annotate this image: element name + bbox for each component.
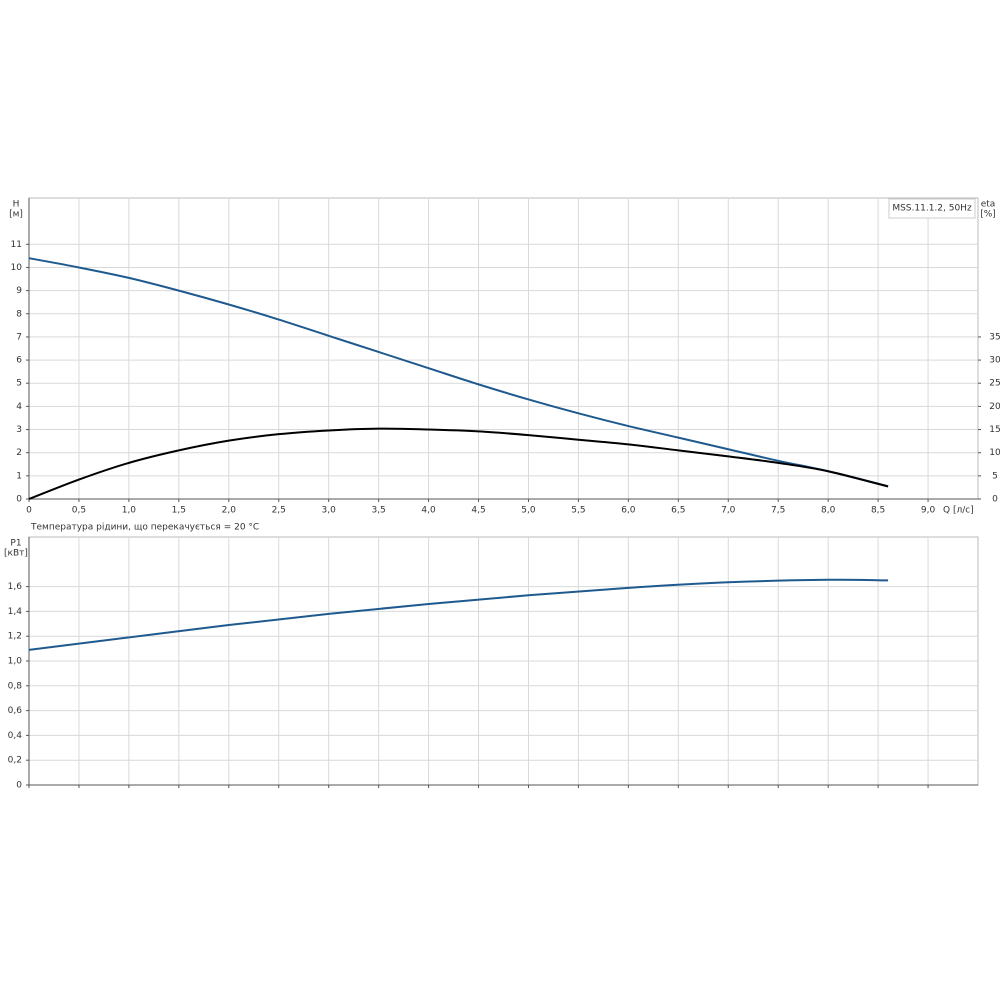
x-tick-label: 7,0 <box>721 506 736 516</box>
x-tick-label: 1,0 <box>122 506 137 516</box>
x-tick-label: 1,5 <box>172 506 186 516</box>
y-tick-label: 2 <box>16 448 22 458</box>
y-tick-label: 1,0 <box>8 657 23 667</box>
y-tick-label: 6 <box>16 356 22 366</box>
y-tick-label: 0,8 <box>8 681 23 691</box>
y2-tick-label: 20 <box>989 402 1000 412</box>
y2-tick-label: 15 <box>989 425 1000 435</box>
x-tick-label: 2,0 <box>222 506 237 516</box>
plot-frame <box>28 197 979 500</box>
y2-tick-label: 30 <box>989 356 1000 366</box>
y2-tick-label: 25 <box>989 379 1000 389</box>
x-tick-label: 6,0 <box>621 506 636 516</box>
y-axis-label: H <box>13 200 20 210</box>
series-line <box>28 427 889 500</box>
y2-tick-label: 0 <box>992 495 998 505</box>
y-tick-label: 0 <box>16 781 22 791</box>
y2-tick-label: 10 <box>989 448 1000 458</box>
legend-text: MSS.11.1.2, 50Hz <box>892 204 972 214</box>
y-tick-label: 3 <box>16 425 22 435</box>
x-tick-label: 8,0 <box>821 506 836 516</box>
y-tick-label: 1,4 <box>8 607 23 617</box>
x-tick-label: 8,5 <box>871 506 885 516</box>
x-tick-label: 0 <box>26 506 32 516</box>
y-tick-label: 10 <box>11 263 23 273</box>
y-tick-label: 1,2 <box>8 632 22 642</box>
y-tick-label: 11 <box>11 240 22 250</box>
y-tick-label: 5 <box>16 379 22 389</box>
y-tick-label: 9 <box>16 286 22 296</box>
x-axis-label: Q [л/с] <box>943 506 974 516</box>
legend-box <box>888 198 976 219</box>
y-tick-label: 0 <box>16 495 22 505</box>
y-tick-label: 0,4 <box>8 731 23 741</box>
x-tick-label: 0,5 <box>72 506 86 516</box>
y-axis-label: P1 <box>10 539 21 549</box>
y-axis-unit: [м] <box>9 210 23 220</box>
y-tick-label: 1 <box>16 471 22 481</box>
x-tick-label: 6,5 <box>671 506 685 516</box>
y-tick-label: 8 <box>16 309 22 319</box>
x-tick-label: 3,0 <box>322 506 337 516</box>
series-line <box>28 578 889 651</box>
y-tick-label: 7 <box>16 332 22 342</box>
x-tick-label: 7,5 <box>771 506 785 516</box>
y-tick-label: 0,6 <box>8 706 23 716</box>
x-tick-label: 5,0 <box>521 506 536 516</box>
y-tick-label: 1,6 <box>8 582 23 592</box>
y2-axis-label: eta <box>981 200 996 210</box>
y2-tick-label: 35 <box>989 332 1000 342</box>
x-tick-label: 2,5 <box>272 506 286 516</box>
x-tick-label: 9,0 <box>921 506 936 516</box>
y2-tick-label: 5 <box>992 471 998 481</box>
chart-title: Температура рідини, що перекачується = 2… <box>30 523 259 533</box>
x-tick-label: 5,5 <box>571 506 585 516</box>
y2-axis-unit: [%] <box>980 210 996 220</box>
y-tick-label: 0,2 <box>8 756 22 766</box>
x-tick-label: 3,5 <box>371 506 385 516</box>
x-tick-label: 4,5 <box>471 506 485 516</box>
y-axis-unit: [кВт] <box>4 549 28 559</box>
x-tick-label: 4,0 <box>421 506 436 516</box>
series-line <box>28 257 889 488</box>
y-tick-label: 4 <box>16 402 22 412</box>
